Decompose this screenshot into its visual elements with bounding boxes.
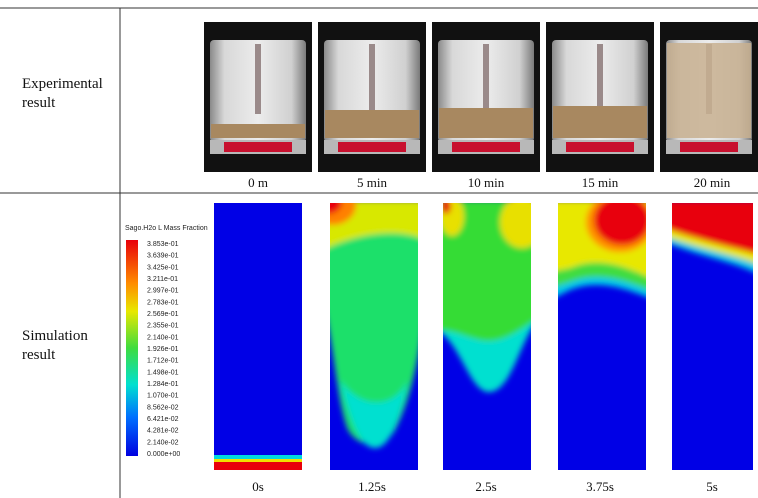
- sand: [211, 124, 305, 138]
- colorbar-title: Sago.H2o L Mass Fraction: [125, 225, 208, 232]
- colorbar-label: 1.284e-01: [147, 381, 179, 388]
- colorbar-label: 2.140e-01: [147, 334, 179, 341]
- caption: 10 min: [468, 175, 505, 190]
- red-plate: [452, 142, 520, 152]
- colorbar-label: 2.355e-01: [147, 323, 179, 330]
- colorbar-label: 3.425e-01: [147, 264, 179, 271]
- colorbar-label: 8.562e-02: [147, 404, 179, 411]
- row-label: Simulation: [22, 328, 88, 344]
- caption: 3.75s: [586, 479, 614, 494]
- colorbar-label: 3.211e-01: [147, 276, 178, 283]
- photo: [204, 22, 312, 172]
- colorbar-label: 1.070e-01: [147, 393, 179, 400]
- colorbar-label: 2.140e-02: [147, 439, 179, 446]
- caption: 0s: [252, 479, 264, 494]
- caption: 5s: [706, 479, 718, 494]
- rod: [597, 44, 603, 114]
- colorbar: [126, 240, 138, 456]
- colorbar-label: 3.639e-01: [147, 253, 179, 260]
- rod: [483, 44, 489, 114]
- row-label: Experimental: [22, 76, 103, 92]
- colorbar-label: 1.926e-01: [147, 346, 179, 353]
- sim-panel: [214, 203, 302, 470]
- photo-strip: [204, 22, 758, 172]
- caption: 0 m: [248, 175, 268, 190]
- rod: [369, 44, 375, 114]
- row-label: result: [22, 347, 56, 363]
- red-plate: [338, 142, 406, 152]
- photo: [318, 22, 426, 172]
- sim-panel: [308, 185, 426, 470]
- sand: [553, 106, 647, 138]
- sand: [439, 108, 533, 138]
- figure-table: Sago.H2o L Mass Fraction 3.853e-01 3.639e…: [0, 0, 758, 498]
- caption: 1.25s: [358, 479, 386, 494]
- rod: [255, 44, 261, 114]
- colorbar-label: 1.712e-01: [147, 358, 179, 365]
- colorbar-label: 3.853e-01: [147, 241, 179, 248]
- red-plate: [566, 142, 634, 152]
- caption: 20 min: [694, 175, 731, 190]
- row-label: result: [22, 95, 56, 111]
- caption: 2.5s: [475, 479, 496, 494]
- colorbar-label: 4.281e-02: [147, 428, 179, 435]
- red-plate: [224, 142, 292, 152]
- red-plate: [680, 142, 738, 152]
- photo: [546, 22, 654, 172]
- colorbar-label: 6.421e-02: [147, 416, 179, 423]
- colorbar-label: 2.997e-01: [147, 288, 179, 295]
- colorbar-label: 0.000e+00: [147, 451, 180, 458]
- caption: 5 min: [357, 175, 387, 190]
- colorbar-label: 2.569e-01: [147, 311, 179, 318]
- sim-panel: [664, 200, 758, 470]
- photo: [432, 22, 540, 172]
- sim-panel: [436, 196, 544, 470]
- colorbar-label: 1.498e-01: [147, 369, 179, 376]
- sand: [325, 110, 419, 138]
- photo: [660, 22, 758, 172]
- sim-panel: [550, 192, 654, 470]
- colorbar-labels: 3.853e-01 3.639e-01 3.425e-01 3.211e-01 2.99…: [147, 241, 180, 458]
- caption: 15 min: [582, 175, 619, 190]
- colorbar-label: 2.783e-01: [147, 299, 179, 306]
- sand: [667, 43, 751, 138]
